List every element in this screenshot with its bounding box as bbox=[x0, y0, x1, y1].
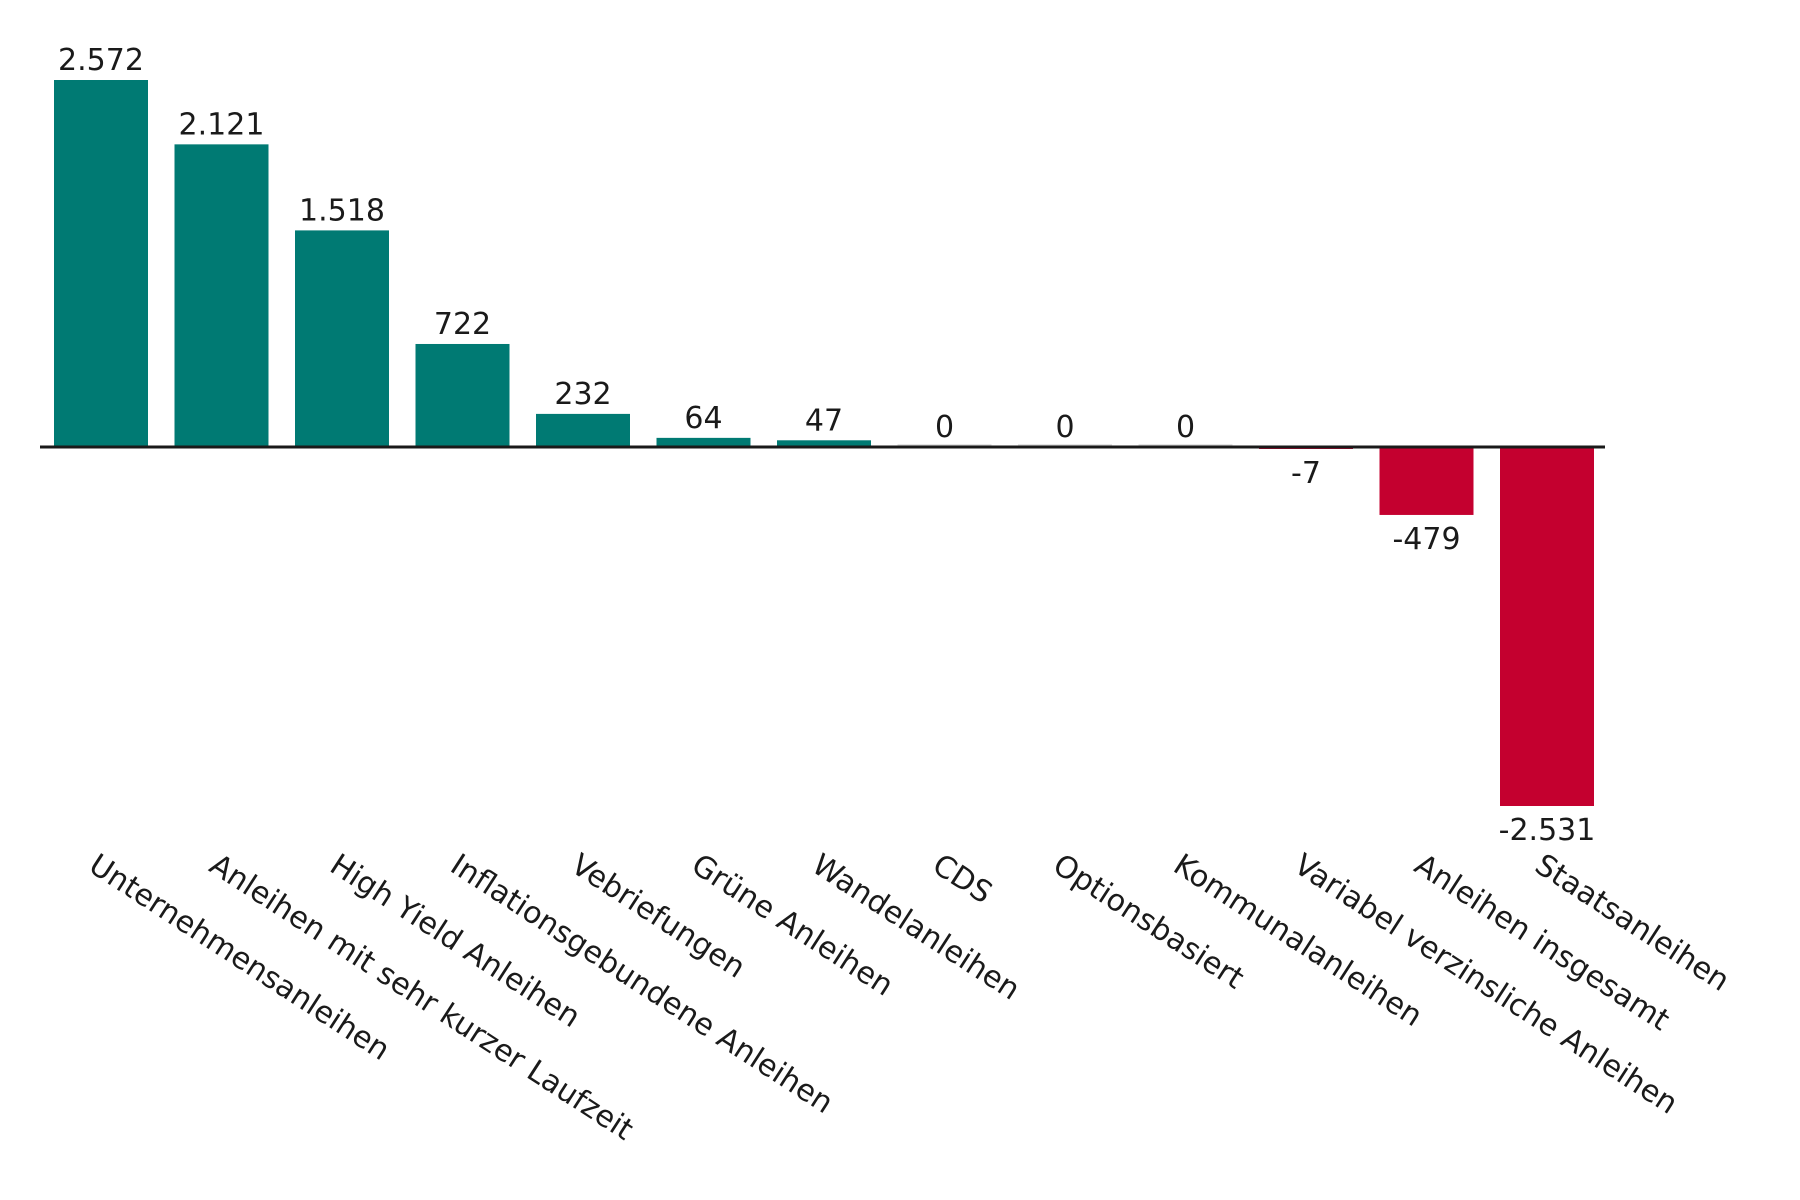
value-labels-layer: 2.572 2.121 1.518 722 232 64 47 0 0 0 -7 -479 -2.531 bbox=[58, 43, 1595, 848]
bar-anleihen-mit-sehr-kurzer-laufzeit bbox=[174, 144, 269, 447]
category-label-staatsanleihen: Staatsanleihen bbox=[1529, 847, 1736, 998]
value-label-gruene-anleihen: 64 bbox=[684, 401, 722, 436]
category-label-wandelanleihen: Wandelanleihen bbox=[806, 847, 1026, 1007]
value-label-variabel-verzinsliche-anleihen: -7 bbox=[1291, 456, 1321, 491]
value-label-vebriefungen: 232 bbox=[554, 377, 611, 412]
value-label-unternehmensanleihen: 2.572 bbox=[58, 43, 144, 78]
bar-gruene-anleihen bbox=[656, 437, 751, 447]
bar-staatsanleihen bbox=[1500, 447, 1594, 806]
value-label-anleihen-insgesamt: -479 bbox=[1392, 522, 1460, 557]
category-label-gruene-anleihen: Grüne Anleihen bbox=[685, 847, 899, 1003]
bar-wandelanleihen bbox=[777, 440, 871, 447]
bar-anleihen-insgesamt bbox=[1379, 447, 1474, 515]
value-label-anleihen-mit-sehr-kurzer-laufzeit: 2.121 bbox=[179, 107, 265, 142]
value-label-optionsbasiert: 0 bbox=[1055, 410, 1074, 445]
value-label-wandelanleihen: 47 bbox=[805, 403, 843, 438]
value-label-inflationsgebundene-anleihen: 722 bbox=[434, 307, 491, 342]
value-label-high-yield-anleihen: 1.518 bbox=[299, 193, 385, 228]
bar-unternehmensanleihen bbox=[54, 80, 148, 447]
bar-inflationsgebundene-anleihen bbox=[415, 343, 510, 447]
bar-high-yield-anleihen bbox=[295, 230, 389, 447]
value-label-kommunalanleihen: 0 bbox=[1176, 410, 1195, 445]
category-label-cds: CDS bbox=[926, 847, 998, 911]
bar-vebriefungen bbox=[536, 413, 630, 447]
bars-layer bbox=[54, 80, 1594, 806]
value-label-cds: 0 bbox=[935, 410, 954, 445]
value-label-staatsanleihen: -2.531 bbox=[1499, 813, 1596, 848]
